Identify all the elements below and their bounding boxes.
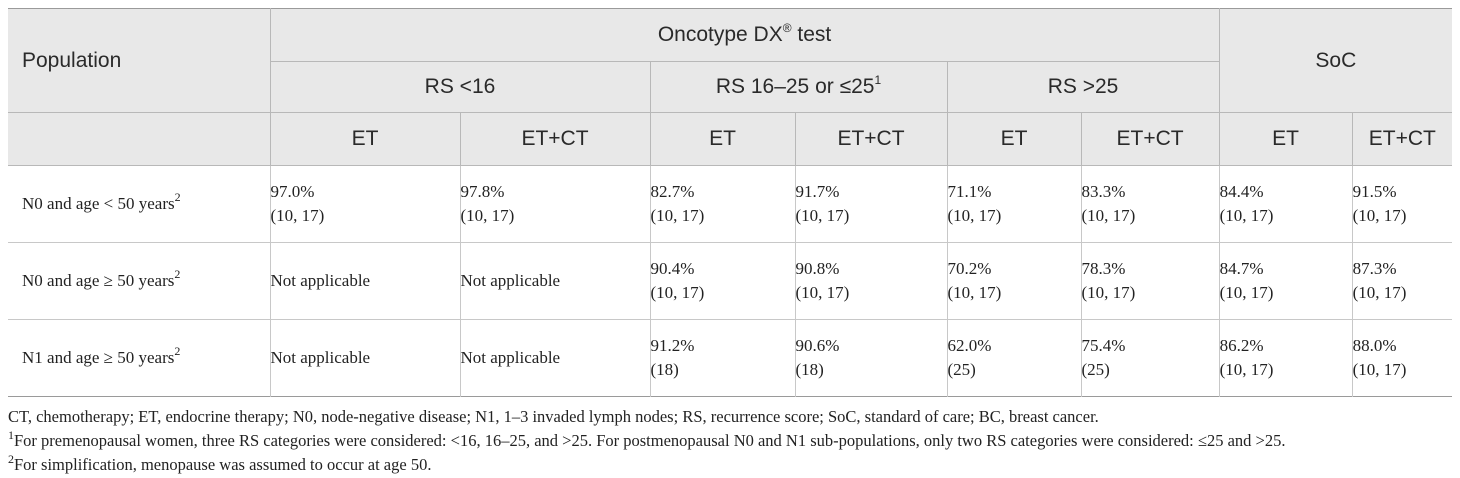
table-cell: 91.5% (10, 17) xyxy=(1351,165,1453,243)
col-header-etct: ET+CT xyxy=(1080,112,1220,166)
rs-mid-header: RS 16–25 or ≤251 xyxy=(649,61,948,113)
soc-header: SoC xyxy=(1218,8,1453,113)
results-table-container: Population Oncotype DX® test SoC RS <16 … xyxy=(8,8,1453,477)
table-cell: 97.8% (10, 17) xyxy=(459,165,650,243)
oncotype-header: Oncotype DX® test xyxy=(269,8,1220,62)
table-cell: 91.7% (10, 17) xyxy=(794,165,947,243)
table-row: N0 and age < 50 years2 97.0% (10, 17) 97.… xyxy=(8,165,1453,243)
table-cell: 87.3% (10, 17) xyxy=(1351,242,1453,320)
table-cell: 62.0% (25) xyxy=(946,319,1081,397)
row-population: N1 and age ≥ 50 years2 xyxy=(22,344,181,367)
table-cell: 88.0% (10, 17) xyxy=(1351,319,1453,397)
table-cell: 90.8% (10, 17) xyxy=(794,242,947,320)
table-cell: 70.2% (10, 17) xyxy=(946,242,1081,320)
table-cell: Not applicable xyxy=(269,319,460,397)
table-cell: 82.7% (10, 17) xyxy=(649,165,795,243)
table-cell: 83.3% (10, 17) xyxy=(1080,165,1220,243)
table-cell: 91.2% (18) xyxy=(649,319,795,397)
rs-gt25-header: RS >25 xyxy=(946,61,1220,113)
table-cell: 84.4% (10, 17) xyxy=(1218,165,1353,243)
col-header-etct: ET+CT xyxy=(794,112,948,166)
header-row-2: RS <16 RS 16–25 or ≤251 RS >25 xyxy=(8,61,1452,113)
table-cell: Not applicable xyxy=(459,242,650,320)
table-cell: Not applicable xyxy=(269,242,460,320)
table-cell: 86.2% (10, 17) xyxy=(1218,319,1353,397)
table-cell: 90.4% (10, 17) xyxy=(649,242,795,320)
footnote-1: 1For premenopausal women, three RS categ… xyxy=(8,427,1286,451)
table-row: N0 and age ≥ 50 years2 Not applicable No… xyxy=(8,242,1453,320)
table-cell: 90.6% (18) xyxy=(794,319,947,397)
results-table: Population Oncotype DX® test SoC RS <16 … xyxy=(8,8,1453,397)
population-header-spacer xyxy=(8,112,271,166)
col-header-et: ET xyxy=(269,112,461,166)
col-header-etct: ET+CT xyxy=(1351,112,1453,166)
col-header-et: ET xyxy=(649,112,796,166)
header-row-1: Population Oncotype DX® test SoC xyxy=(8,8,1453,113)
col-header-et: ET xyxy=(946,112,1082,166)
table-cell: 75.4% (25) xyxy=(1080,319,1220,397)
header-row-3: ET ET+CT ET ET+CT ET ET+CT ET ET+CT xyxy=(8,112,1453,166)
row-population: N0 and age ≥ 50 years2 xyxy=(8,242,270,320)
population-header: Population xyxy=(8,8,271,113)
col-header-etct: ET+CT xyxy=(459,112,651,166)
table-cell: 71.1% (10, 17) xyxy=(946,165,1081,243)
table-cell: Not applicable xyxy=(459,319,650,397)
footnote-2: 2For simplification, menopause was assum… xyxy=(8,451,432,475)
table-footnotes: CT, chemotherapy; ET, endocrine therapy;… xyxy=(8,405,1452,477)
table-cell: 84.7% (10, 17) xyxy=(1218,242,1353,320)
abbreviations-note: CT, chemotherapy; ET, endocrine therapy;… xyxy=(8,407,1099,426)
rs-lt16-header: RS <16 xyxy=(269,61,651,113)
row-population: N0 and age < 50 years2 xyxy=(8,165,270,243)
table-cell: 97.0% (10, 17) xyxy=(269,165,460,243)
table-cell: 78.3% (10, 17) xyxy=(1080,242,1220,320)
col-header-et: ET xyxy=(1218,112,1353,166)
table-row: N1 and age ≥ 50 years2 Not applicable No… xyxy=(8,319,1453,397)
